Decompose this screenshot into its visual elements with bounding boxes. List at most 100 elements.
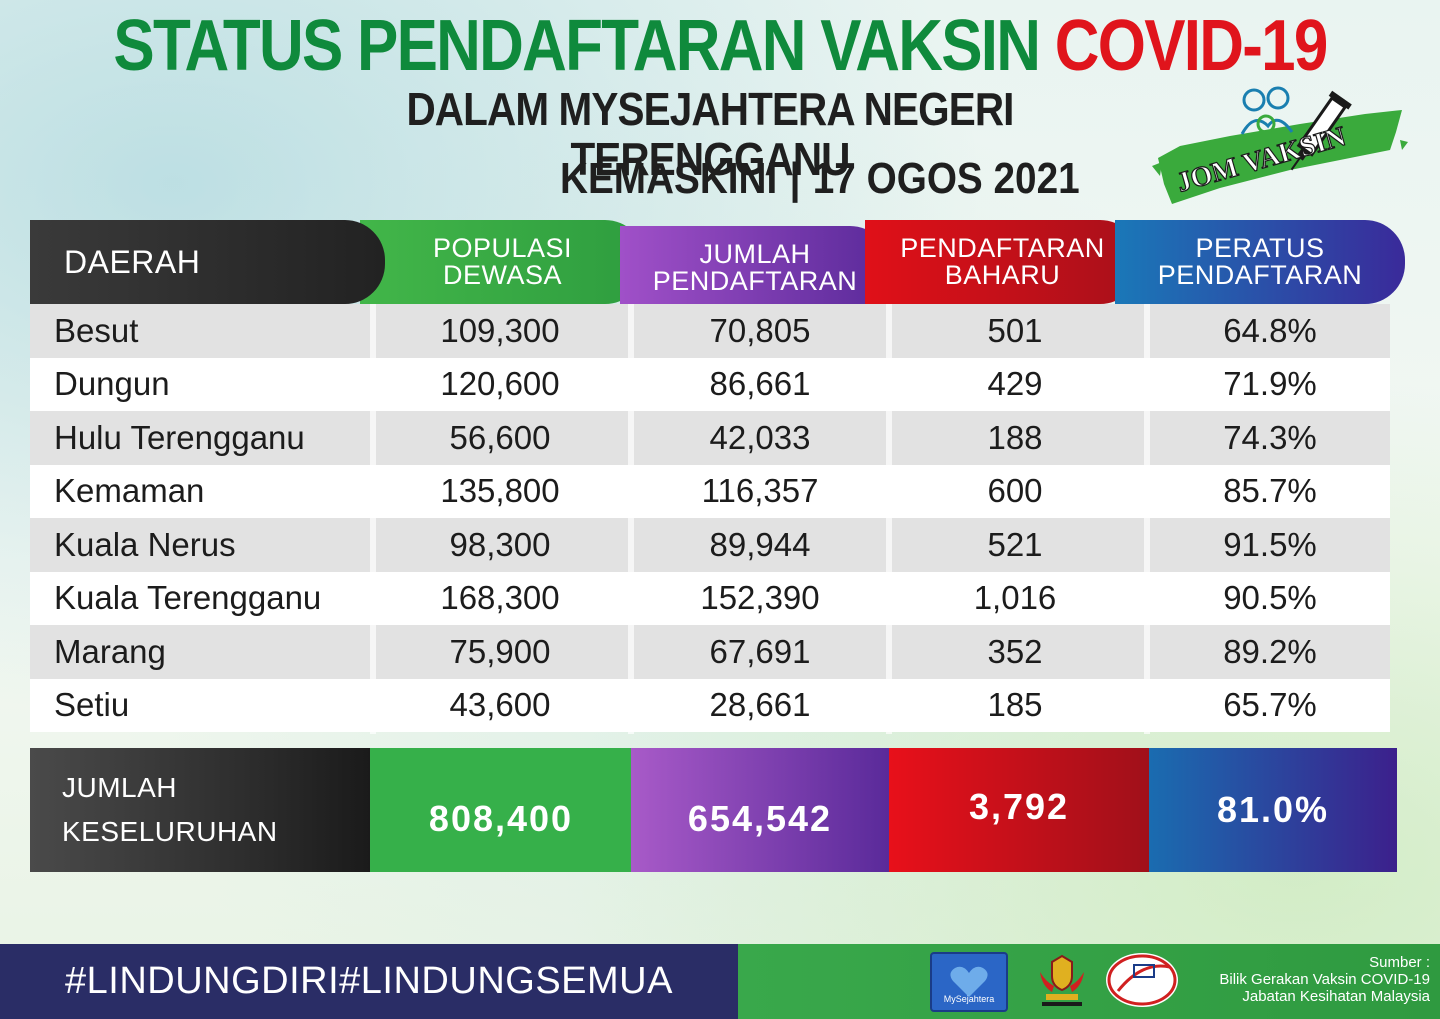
- mysejahtera-logo-text: MySejahtera: [943, 994, 995, 1004]
- total-jumlah: 654,542: [631, 748, 889, 872]
- column-divider: [370, 304, 376, 734]
- cell-jumlah: 152,390: [700, 579, 820, 617]
- table-row: Kemaman 135,800 116,357 600 85.7%: [30, 464, 1390, 518]
- cell-populasi: 75,900: [449, 632, 551, 670]
- source-line1: Bilik Gerakan Vaksin COVID-19: [1219, 971, 1430, 988]
- column-divider: [628, 304, 634, 734]
- total-label-line1: JUMLAH: [62, 772, 178, 803]
- source-label: Sumber :: [1369, 954, 1430, 971]
- cell-peratus: 85.7%: [1223, 472, 1317, 510]
- family-icon: [1240, 86, 1294, 135]
- cell-populasi: 56,600: [449, 418, 551, 456]
- subtitle: DALAM MYSEJAHTERA NEGERI TERENGGANU: [406, 83, 1014, 185]
- header-populasi-line2: DEWASA: [442, 260, 562, 290]
- cell-peratus: 91.5%: [1223, 525, 1317, 563]
- kkm-crest-logo: [1040, 954, 1084, 1006]
- cell-daerah: Kemaman: [54, 472, 205, 510]
- cell-jumlah: 67,691: [709, 632, 811, 670]
- cell-jumlah: 28,661: [709, 686, 811, 724]
- cell-jumlah: 89,944: [709, 525, 811, 563]
- updated-date-value: 17 OGOS 2021: [812, 154, 1080, 203]
- table-body: Besut 109,300 70,805 501 64.8% Dungun 12…: [30, 304, 1390, 732]
- header-daerah: DAERAH: [30, 220, 385, 304]
- table-row: Kuala Terengganu 168,300 152,390 1,016 9…: [30, 571, 1390, 625]
- jkn-logo: [1106, 953, 1178, 1007]
- total-populasi: 808,400: [370, 748, 632, 872]
- header-populasi-line1: POPULASI: [432, 233, 573, 263]
- cell-baharu: 188: [987, 418, 1043, 456]
- cell-baharu: 185: [987, 686, 1043, 724]
- cell-daerah: Dungun: [54, 365, 170, 403]
- updated-label: KEMASKINI: [560, 154, 778, 203]
- cell-jumlah: 42,033: [709, 418, 811, 456]
- cell-baharu: 1,016: [973, 579, 1057, 617]
- cell-daerah: Setiu: [54, 686, 130, 724]
- cell-populasi: 43,600: [449, 686, 551, 724]
- column-divider: [886, 304, 892, 734]
- cell-baharu: 600: [987, 472, 1043, 510]
- cell-daerah: Marang: [54, 632, 166, 670]
- cell-peratus: 71.9%: [1223, 365, 1317, 403]
- header-baharu-line2: BAHARU: [944, 260, 1061, 290]
- header-jumlah-line1: JUMLAH: [699, 239, 811, 269]
- mysejahtera-logo: MySejahtera: [930, 952, 1008, 1012]
- total-jumlah-value: 654,542: [687, 798, 833, 839]
- cell-peratus: 64.8%: [1223, 311, 1317, 349]
- total-baharu: 3,792: [889, 748, 1149, 872]
- table-row: Marang 75,900 67,691 352 89.2%: [30, 625, 1390, 679]
- cell-jumlah: 86,661: [709, 365, 811, 403]
- cell-jumlah: 70,805: [709, 311, 811, 349]
- cell-peratus: 89.2%: [1223, 632, 1317, 670]
- updated-separator: |: [789, 154, 801, 203]
- source-line2: Jabatan Kesihatan Malaysia: [1242, 988, 1430, 1005]
- cell-populasi: 98,300: [449, 525, 551, 563]
- total-populasi-value: 808,400: [428, 798, 574, 839]
- cell-populasi: 109,300: [440, 311, 560, 349]
- header-baharu-line1: PENDAFTARAN: [900, 233, 1105, 263]
- jom-vaksin-badge: JOM VAKSIN: [1152, 86, 1408, 204]
- cell-baharu: 429: [987, 365, 1043, 403]
- header-populasi: POPULASI DEWASA: [360, 220, 645, 304]
- cell-populasi: 120,600: [440, 365, 560, 403]
- hashtag-text: #LINDUNGDIRI#LINDUNGSEMUA: [65, 960, 673, 1002]
- header-daerah-label: DAERAH: [64, 243, 201, 280]
- footer-hashtag-bar: #LINDUNGDIRI#LINDUNGSEMUA: [0, 944, 738, 1019]
- cell-peratus: 74.3%: [1223, 418, 1317, 456]
- column-divider: [1144, 304, 1150, 734]
- cell-peratus: 65.7%: [1223, 686, 1317, 724]
- cell-daerah: Kuala Nerus: [54, 525, 236, 563]
- table-row: Kuala Nerus 98,300 89,944 521 91.5%: [30, 518, 1390, 572]
- table-row: Setiu 43,600 28,661 185 65.7%: [30, 678, 1390, 732]
- cell-populasi: 168,300: [440, 579, 560, 617]
- header-baharu: PENDAFTARAN BAHARU: [865, 220, 1140, 304]
- table-row: Dungun 120,600 86,661 429 71.9%: [30, 357, 1390, 411]
- cell-baharu: 521: [987, 525, 1043, 563]
- cell-daerah: Hulu Terengganu: [54, 418, 305, 456]
- total-peratus-value: 81.0%: [1216, 789, 1330, 830]
- header-peratus-line1: PERATUS: [1195, 233, 1325, 263]
- syringe-icon: [1290, 90, 1352, 171]
- cell-baharu: 352: [987, 632, 1043, 670]
- total-peratus: 81.0%: [1149, 748, 1397, 872]
- table-row: Besut 109,300 70,805 501 64.8%: [30, 304, 1390, 358]
- source-credit: Sumber : Bilik Gerakan Vaksin COVID-19 J…: [1200, 954, 1430, 1005]
- total-label: JUMLAH KESELURUHAN: [30, 748, 372, 872]
- title-main-text: STATUS PENDAFTARAN VAKSIN: [113, 6, 1041, 86]
- header-peratus: PERATUS PENDAFTARAN: [1115, 220, 1405, 304]
- cell-jumlah: 116,357: [701, 472, 819, 510]
- header-jumlah: JUMLAH PENDAFTARAN: [620, 226, 890, 310]
- total-label-line2: KESELURUHAN: [62, 816, 278, 847]
- header-jumlah-line2: PENDAFTARAN: [652, 266, 858, 296]
- title-highlight-text: COVID-19: [1054, 6, 1329, 86]
- main-title: STATUS PENDAFTARAN VAKSIN COVID-19: [101, 6, 1339, 86]
- heart-icon: [950, 966, 988, 997]
- vaccine-registration-table: POPULASI DEWASA JUMLAH PENDAFTARAN PENDAFT…: [30, 218, 1410, 878]
- footer-logo-bar: [738, 944, 1440, 1019]
- cell-populasi: 135,800: [440, 472, 560, 510]
- cell-daerah: Kuala Terengganu: [54, 579, 322, 617]
- cell-daerah: Besut: [54, 311, 139, 349]
- cell-baharu: 501: [987, 311, 1043, 349]
- updated-date: KEMASKINI | 17 OGOS 2021: [560, 152, 1106, 206]
- table-row: Hulu Terengganu 56,600 42,033 188 74.3%: [30, 411, 1390, 465]
- cell-peratus: 90.5%: [1223, 579, 1317, 617]
